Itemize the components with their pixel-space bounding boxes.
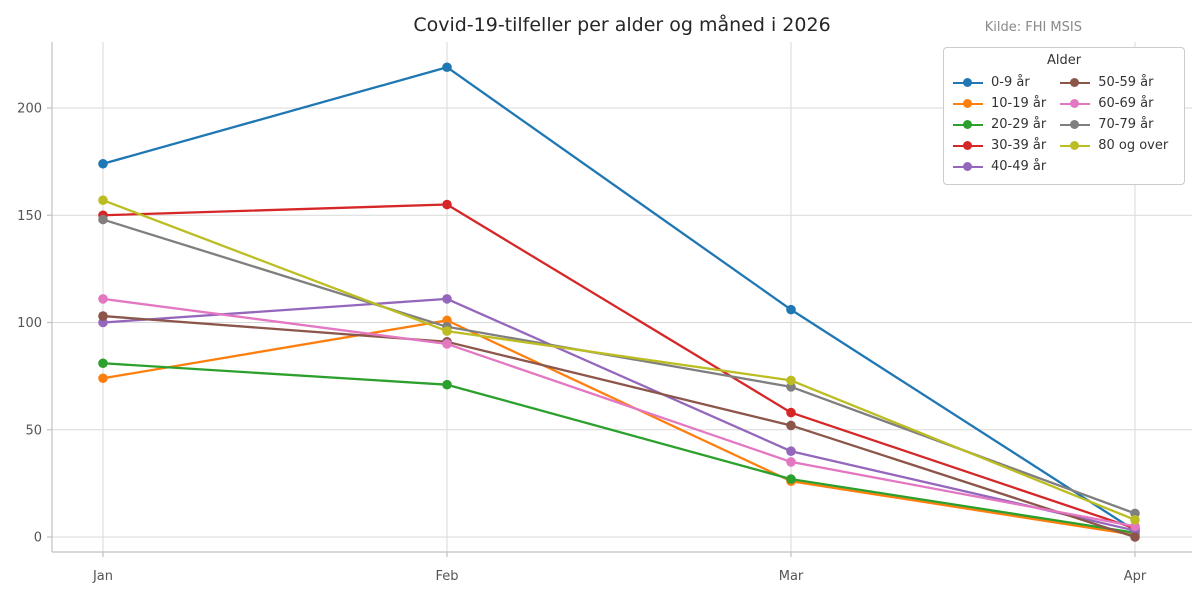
series-point xyxy=(98,373,108,384)
y-tick-label: 0 xyxy=(34,531,42,546)
legend-box: Alder 0-9 år 10-19 år 20-29 år 30-39 år 40-4… xyxy=(943,47,1185,185)
legend-label: 0-9 år xyxy=(991,75,1030,90)
series-line xyxy=(101,297,1137,528)
legend-marker-icon xyxy=(953,78,983,88)
legend-label: 80 og over xyxy=(1098,138,1169,153)
legend-item: 20-29 år xyxy=(953,114,1046,135)
x-tick-label: Feb xyxy=(435,569,458,584)
series-point xyxy=(98,358,108,369)
series-point xyxy=(786,407,796,418)
legend-item: 70-79 år xyxy=(1060,114,1168,135)
series-point xyxy=(1130,515,1140,525)
y-tick-label: 100 xyxy=(17,316,42,331)
series-point xyxy=(98,214,108,225)
series-point xyxy=(98,158,108,169)
legend-dot xyxy=(963,162,972,171)
series-line xyxy=(101,362,1137,534)
x-tick-label: Apr xyxy=(1124,569,1147,584)
legend-label: 60-69 år xyxy=(1098,96,1154,111)
y-tick-label: 200 xyxy=(17,102,42,117)
series-point xyxy=(786,375,796,386)
y-tick-label: 150 xyxy=(17,209,42,224)
series-point xyxy=(786,420,796,431)
series-point xyxy=(98,311,108,321)
legend-item: 50-59 år xyxy=(1060,72,1168,93)
y-tick-label: 50 xyxy=(25,423,42,438)
series-point xyxy=(442,294,452,304)
series-line xyxy=(101,314,1137,539)
series-point xyxy=(442,199,452,210)
legend-item: 0-9 år xyxy=(953,72,1046,93)
legend-column-1: 0-9 år 10-19 år 20-29 år 30-39 år 40-49 år xyxy=(953,72,1046,177)
series-point xyxy=(786,474,796,484)
series-line xyxy=(101,319,1137,537)
legend-dot xyxy=(963,99,972,108)
series-point xyxy=(442,326,452,336)
legend-marker-icon xyxy=(953,141,983,151)
legend-label: 10-19 år xyxy=(991,96,1047,111)
legend-marker-icon xyxy=(953,99,983,109)
legend-marker-icon xyxy=(953,162,983,172)
series-point xyxy=(98,294,108,304)
source-note: Kilde: FHI MSIS xyxy=(984,20,1082,35)
legend-dot xyxy=(963,141,972,150)
legend-dot xyxy=(1070,78,1080,87)
legend-dot xyxy=(963,78,972,87)
legend-dot xyxy=(963,120,972,129)
legend-item: 60-69 år xyxy=(1060,93,1168,114)
series-line xyxy=(101,199,1137,521)
legend-marker-icon xyxy=(1060,78,1091,88)
series-line xyxy=(101,203,1137,530)
legend-item: 10-19 år xyxy=(953,93,1046,114)
legend-title: Alder xyxy=(1046,53,1082,68)
series-point xyxy=(786,446,796,457)
legend-label: 70-79 år xyxy=(1098,117,1154,132)
legend-column-2: 50-59 år 60-69 år 70-79 år 80 og over xyxy=(1060,72,1168,177)
legend-marker-icon xyxy=(953,120,983,130)
series-point xyxy=(442,379,452,390)
legend-item: 40-49 år xyxy=(953,156,1046,177)
legend-item: 30-39 år xyxy=(953,135,1046,156)
series-point xyxy=(442,62,452,73)
legend-marker-icon xyxy=(1060,141,1091,151)
legend-marker-icon xyxy=(1060,99,1091,109)
x-tick-label: Mar xyxy=(779,569,804,584)
series-point xyxy=(1130,532,1140,542)
series-point xyxy=(442,339,452,349)
legend-dot xyxy=(1070,99,1080,108)
series-point xyxy=(786,457,796,467)
series-point xyxy=(786,304,796,315)
series-line xyxy=(101,66,1137,532)
legend-label: 50-59 år xyxy=(1098,75,1154,90)
series-line xyxy=(101,297,1137,532)
x-tick-label: Jan xyxy=(92,569,113,584)
legend-dot xyxy=(1070,120,1080,129)
legend-label: 30-39 år xyxy=(991,138,1047,153)
chart-title: Covid-19-tilfeller per alder og måned i … xyxy=(413,14,831,36)
legend-label: 40-49 år xyxy=(991,159,1047,174)
series-point xyxy=(98,195,108,206)
legend-columns: 0-9 år 10-19 år 20-29 år 30-39 år 40-49 år 5… xyxy=(953,72,1175,177)
legend-marker-icon xyxy=(1060,120,1091,130)
legend-item: 80 og over xyxy=(1060,135,1168,156)
legend-label: 20-29 år xyxy=(991,117,1047,132)
legend-dot xyxy=(1070,141,1080,150)
series-line xyxy=(101,218,1137,515)
